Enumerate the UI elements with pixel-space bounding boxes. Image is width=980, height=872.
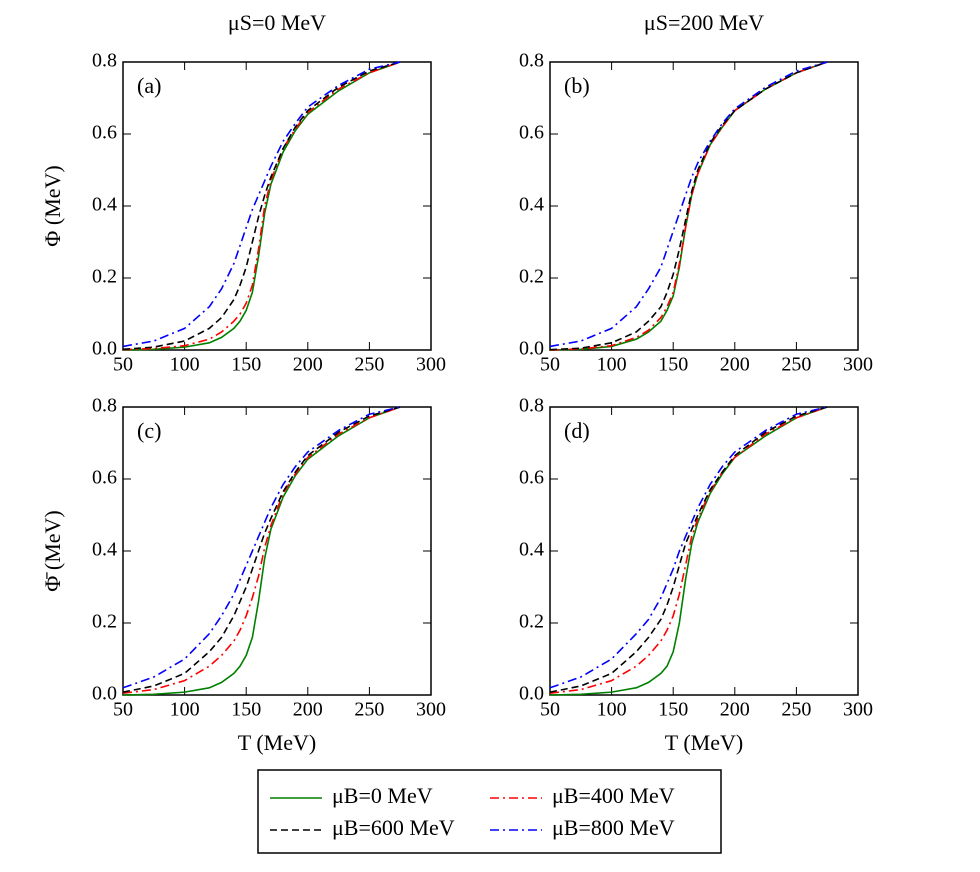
x-tick-label: 100 bbox=[597, 354, 627, 376]
plot-frame bbox=[549, 406, 859, 696]
y-tick-label: 0.8 bbox=[92, 50, 117, 72]
y-axis-label: Φ̄ (MeV) bbox=[40, 510, 65, 591]
x-tick-label: 200 bbox=[293, 699, 323, 721]
x-tick-label: 250 bbox=[781, 699, 811, 721]
y-tick-label: 0.6 bbox=[519, 467, 544, 489]
legend-label: μB=600 MeV bbox=[332, 815, 455, 840]
data-line bbox=[122, 406, 401, 696]
legend-label: μB=0 MeV bbox=[332, 783, 433, 808]
x-axis-label: T (MeV) bbox=[665, 730, 743, 755]
panel-label: (b) bbox=[564, 73, 590, 98]
y-tick-label: 0.8 bbox=[519, 395, 544, 417]
x-tick-label: 50 bbox=[113, 354, 133, 376]
y-tick-label: 0.4 bbox=[92, 539, 117, 561]
y-tick-label: 0.4 bbox=[519, 194, 544, 216]
data-line bbox=[549, 61, 828, 351]
panel-label: (c) bbox=[137, 418, 161, 443]
y-tick-label: 0.0 bbox=[519, 683, 544, 705]
x-tick-label: 300 bbox=[843, 699, 873, 721]
x-tick-label: 150 bbox=[231, 699, 261, 721]
x-tick-label: 50 bbox=[113, 699, 133, 721]
data-line bbox=[122, 406, 401, 693]
x-axis-label: T (MeV) bbox=[238, 730, 316, 755]
y-axis-label: Φ (MeV) bbox=[40, 165, 65, 246]
data-line bbox=[549, 406, 828, 696]
x-tick-label: 50 bbox=[540, 354, 560, 376]
y-tick-label: 0.2 bbox=[519, 266, 544, 288]
data-line bbox=[122, 61, 401, 351]
data-line bbox=[549, 406, 828, 689]
data-line bbox=[549, 61, 828, 351]
x-tick-label: 200 bbox=[720, 354, 750, 376]
data-line bbox=[549, 61, 828, 351]
panel-title: μS=200 MeV bbox=[644, 10, 764, 35]
y-tick-label: 0.4 bbox=[92, 194, 117, 216]
x-tick-label: 250 bbox=[354, 354, 384, 376]
y-tick-label: 0.6 bbox=[519, 122, 544, 144]
y-tick-label: 0.2 bbox=[92, 611, 117, 633]
x-tick-label: 200 bbox=[720, 699, 750, 721]
x-tick-label: 150 bbox=[658, 699, 688, 721]
data-line bbox=[549, 61, 828, 348]
y-tick-label: 0.6 bbox=[92, 467, 117, 489]
x-tick-label: 300 bbox=[416, 354, 446, 376]
y-tick-label: 0.6 bbox=[92, 122, 117, 144]
x-tick-label: 100 bbox=[170, 699, 200, 721]
data-line bbox=[122, 406, 401, 689]
data-line bbox=[122, 406, 401, 694]
panel-title: μS=0 MeV bbox=[228, 10, 326, 35]
panel-label: (a) bbox=[137, 73, 161, 98]
y-tick-label: 0.8 bbox=[519, 50, 544, 72]
data-line bbox=[122, 61, 401, 348]
x-tick-label: 300 bbox=[416, 699, 446, 721]
plot-frame bbox=[122, 406, 432, 696]
x-tick-label: 150 bbox=[231, 354, 261, 376]
legend-label: μB=400 MeV bbox=[552, 783, 675, 808]
x-tick-label: 300 bbox=[843, 354, 873, 376]
legend-label: μB=800 MeV bbox=[552, 815, 675, 840]
y-tick-label: 0.0 bbox=[519, 338, 544, 360]
x-tick-label: 150 bbox=[658, 354, 688, 376]
x-tick-label: 250 bbox=[781, 354, 811, 376]
y-tick-label: 0.0 bbox=[92, 683, 117, 705]
data-line bbox=[122, 61, 401, 351]
panel-label: (d) bbox=[564, 418, 590, 443]
x-tick-label: 250 bbox=[354, 699, 384, 721]
x-tick-label: 100 bbox=[170, 354, 200, 376]
plot-frame bbox=[122, 61, 432, 351]
y-tick-label: 0.0 bbox=[92, 338, 117, 360]
x-tick-label: 50 bbox=[540, 699, 560, 721]
x-tick-label: 200 bbox=[293, 354, 323, 376]
data-line bbox=[122, 61, 401, 351]
y-tick-label: 0.8 bbox=[92, 395, 117, 417]
plot-frame bbox=[549, 61, 859, 351]
y-tick-label: 0.2 bbox=[519, 611, 544, 633]
y-tick-label: 0.2 bbox=[92, 266, 117, 288]
x-tick-label: 100 bbox=[597, 699, 627, 721]
data-line bbox=[549, 406, 828, 693]
data-line bbox=[549, 406, 828, 694]
y-tick-label: 0.4 bbox=[519, 539, 544, 561]
legend-box bbox=[257, 769, 722, 854]
